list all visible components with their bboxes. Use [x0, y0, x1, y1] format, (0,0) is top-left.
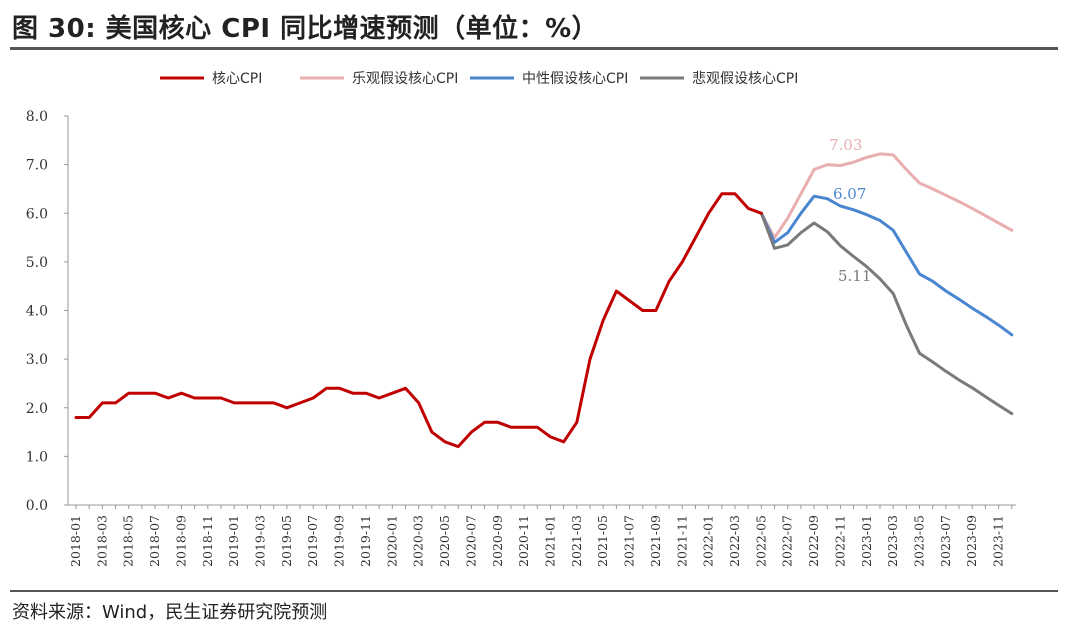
x-tick-label: 2019-03 [253, 515, 268, 567]
legend-label-optimistic: 乐观假设核心CPI [352, 71, 458, 87]
series-lines [74, 152, 1014, 449]
legend-label-neutral: 中性假设核心CPI [522, 71, 628, 87]
y-tick-label: 6.0 [26, 206, 48, 222]
x-tick-label: 2018-03 [94, 515, 109, 567]
y-tick-label: 1.0 [26, 449, 48, 465]
y-tick-label: 4.0 [26, 304, 48, 320]
y-tick-label: 0.0 [26, 498, 48, 514]
x-tick-label: 2021-01 [542, 515, 557, 567]
x-tick-label: 2022-03 [727, 515, 742, 567]
x-tick-label: 2019-09 [332, 515, 347, 567]
series-line-core [74, 192, 763, 449]
figure-title: 图 30: 美国核心 CPI 同比增速预测（单位：%） [12, 14, 599, 44]
x-tick-label: 2019-07 [305, 515, 320, 567]
x-tick-label: 2023-07 [938, 515, 953, 567]
x-tick-label: 2019-11 [358, 515, 373, 567]
x-tick-label: 2018-09 [173, 515, 188, 567]
x-tick-label: 2021-07 [622, 515, 637, 567]
x-tick-label: 2023-09 [964, 515, 979, 567]
title-divider [10, 47, 1058, 50]
y-tick-label: 3.0 [26, 352, 48, 368]
x-tick-label: 2018-05 [121, 515, 136, 567]
series-line-optimistic [759, 152, 1014, 240]
source-note: 资料来源：Wind，民生证券研究院预测 [12, 602, 328, 623]
annotation-pessimistic: 5.11 [838, 267, 871, 285]
data-annotations: 7.03 6.07 5.11 [829, 136, 871, 285]
series-line-pessimistic [759, 211, 1014, 416]
y-tick-label: 2.0 [26, 401, 48, 417]
y-tick-label: 5.0 [26, 255, 48, 271]
x-tick-label: 2022-01 [701, 515, 716, 567]
x-tick-label: 2021-05 [595, 515, 610, 567]
y-tick-label: 8.0 [26, 109, 48, 125]
x-tick-label: 2023-11 [991, 515, 1006, 567]
x-tick-label: 2019-05 [279, 515, 294, 567]
chart-legend: 核心CPI 乐观假设核心CPI 中性假设核心CPI 悲观假设核心CPI [160, 70, 798, 87]
x-tick-label: 2020-07 [463, 515, 478, 567]
x-tick-label: 2021-09 [648, 515, 663, 567]
x-tick-label: 2022-11 [832, 515, 847, 567]
x-tick-label: 2018-11 [200, 515, 215, 567]
x-tick-label: 2023-03 [885, 515, 900, 567]
x-tick-label: 2023-05 [912, 515, 927, 567]
line-chart: 核心CPI 乐观假设核心CPI 中性假设核心CPI 悲观假设核心CPI 0.0 1.0 2… [26, 70, 1016, 567]
x-tick-label: 2023-01 [859, 515, 874, 567]
x-tick-label: 2020-09 [490, 515, 505, 567]
x-tick-label: 2020-03 [411, 515, 426, 567]
x-tick-label: 2018-01 [68, 515, 83, 567]
x-tick-label: 2020-05 [437, 515, 452, 567]
annotation-neutral: 6.07 [833, 185, 866, 203]
x-tick-label: 2022-09 [806, 515, 821, 567]
x-axis: 2018-01 2018-03 2018-05 2018-07 2018-09 2018-… [68, 504, 1016, 567]
x-tick-label: 2022-07 [780, 515, 795, 567]
legend-label-pessimistic: 悲观假设核心CPI [692, 70, 798, 87]
x-tick-label: 2020-01 [384, 515, 399, 567]
legend-label-core: 核心CPI [212, 71, 262, 87]
annotation-optimistic: 7.03 [829, 136, 862, 154]
x-tick-label: 2020-11 [516, 515, 531, 567]
source-divider [10, 590, 1058, 592]
x-tick-label: 2018-07 [147, 515, 162, 567]
x-tick-label: 2019-01 [226, 515, 241, 567]
y-tick-label: 7.0 [26, 158, 48, 174]
x-tick-label: 2022-05 [753, 515, 768, 567]
x-tick-label: 2021-11 [674, 515, 689, 567]
series-line-neutral [759, 194, 1014, 337]
x-tick-label: 2021-03 [569, 515, 584, 567]
y-axis: 0.0 1.0 2.0 3.0 4.0 5.0 6.0 7.0 8.0 [26, 109, 69, 514]
